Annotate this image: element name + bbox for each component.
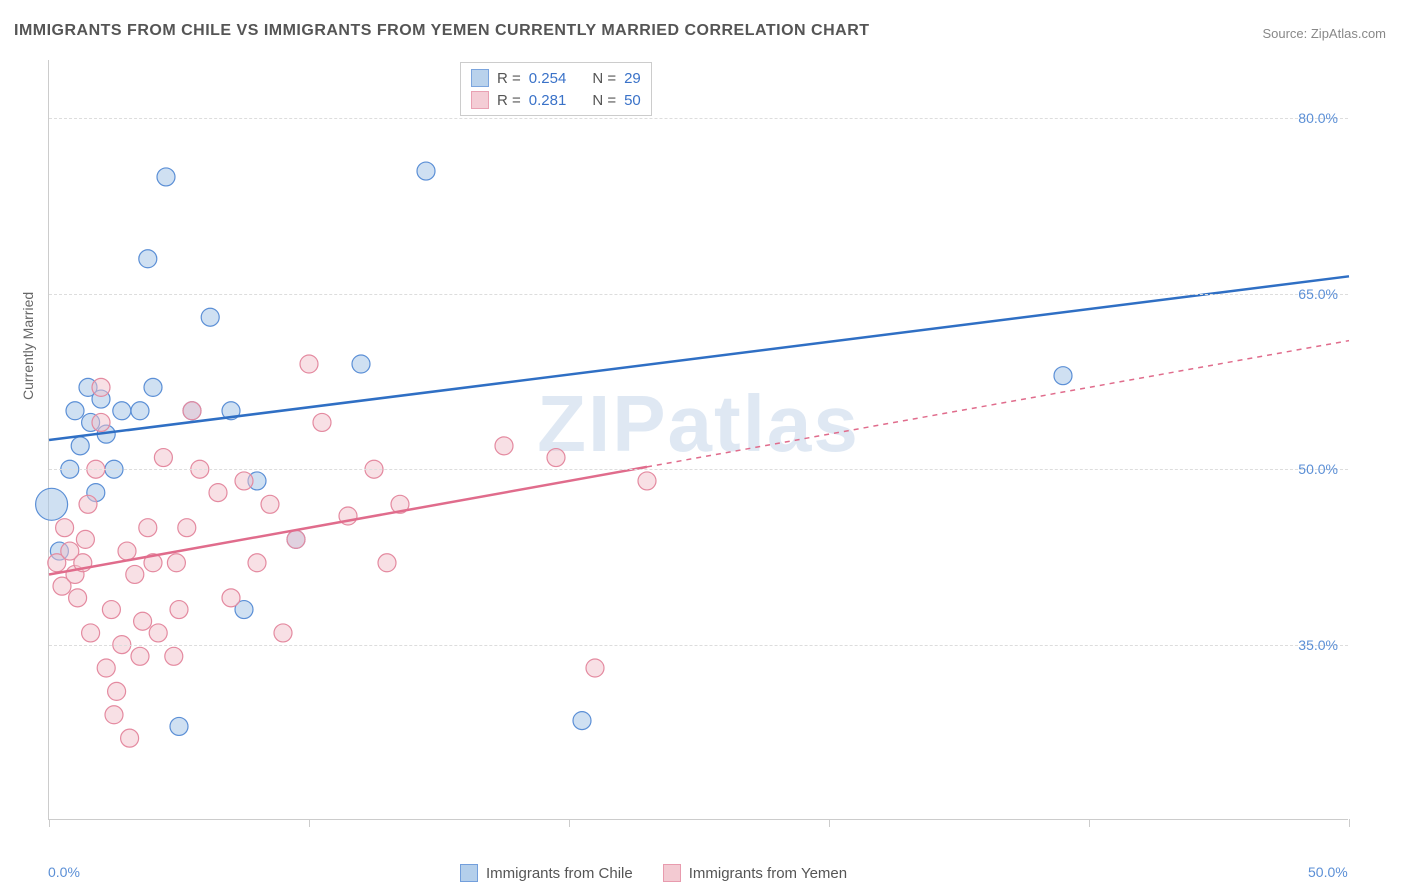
x-tick-mark (829, 819, 830, 827)
data-point (66, 402, 84, 420)
gridline (49, 469, 1348, 470)
legend-r-label: R = (497, 70, 521, 87)
data-point (165, 647, 183, 665)
x-tick-mark (569, 819, 570, 827)
data-point (36, 488, 68, 520)
trend-line (49, 467, 647, 575)
y-tick-label: 65.0% (1298, 286, 1338, 302)
x-tick-mark (1349, 819, 1350, 827)
data-point (108, 682, 126, 700)
legend-series: Immigrants from Chile Immigrants from Yem… (460, 864, 847, 882)
data-point (71, 437, 89, 455)
data-point (154, 449, 172, 467)
legend-n-value: 29 (624, 70, 641, 87)
trend-line-extrapolated (647, 341, 1349, 467)
data-point (149, 624, 167, 642)
legend-r-value: 0.254 (529, 70, 567, 87)
data-point (118, 542, 136, 560)
data-point (417, 162, 435, 180)
x-tick-label: 0.0% (48, 864, 80, 880)
data-point (121, 729, 139, 747)
chart-plot-area: ZIPatlas 35.0%50.0%65.0%80.0% (48, 60, 1348, 820)
data-point (352, 355, 370, 373)
legend-r-value: 0.281 (529, 92, 567, 109)
data-point (261, 495, 279, 513)
x-tick-mark (1089, 819, 1090, 827)
legend-swatch (471, 91, 489, 109)
data-point (79, 495, 97, 513)
data-point (209, 484, 227, 502)
data-point (76, 530, 94, 548)
legend-n-value: 50 (624, 92, 641, 109)
legend-series-item: Immigrants from Yemen (663, 864, 847, 882)
data-point (178, 519, 196, 537)
y-axis-label: Currently Married (20, 292, 36, 400)
data-point (248, 554, 266, 572)
data-point (102, 601, 120, 619)
data-point (139, 250, 157, 268)
legend-series-label: Immigrants from Yemen (689, 865, 847, 882)
legend-n-label: N = (592, 70, 616, 87)
legend-swatch (663, 864, 681, 882)
data-point (495, 437, 513, 455)
y-tick-label: 35.0% (1298, 637, 1338, 653)
legend-stat-row: R = 0.254 N = 29 (471, 67, 641, 89)
data-point (134, 612, 152, 630)
data-point (201, 308, 219, 326)
data-point (170, 717, 188, 735)
x-tick-mark (49, 819, 50, 827)
data-point (131, 402, 149, 420)
data-point (1054, 367, 1072, 385)
source-attribution: Source: ZipAtlas.com (1262, 26, 1386, 41)
legend-n-label: N = (592, 92, 616, 109)
data-point (313, 413, 331, 431)
gridline (49, 294, 1348, 295)
data-point (113, 402, 131, 420)
data-point (638, 472, 656, 490)
data-point (287, 530, 305, 548)
data-point (139, 519, 157, 537)
legend-stat-row: R = 0.281 N = 50 (471, 89, 641, 111)
data-point (573, 712, 591, 730)
data-point (131, 647, 149, 665)
data-point (126, 565, 144, 583)
data-point (547, 449, 565, 467)
legend-r-label: R = (497, 92, 521, 109)
x-tick-label: 50.0% (1308, 864, 1348, 880)
chart-title: IMMIGRANTS FROM CHILE VS IMMIGRANTS FROM… (14, 22, 870, 40)
y-tick-label: 50.0% (1298, 461, 1338, 477)
legend-stats-box: R = 0.254 N = 29 R = 0.281 N = 50 (460, 62, 652, 116)
data-point (69, 589, 87, 607)
data-point (235, 472, 253, 490)
data-point (157, 168, 175, 186)
legend-series-item: Immigrants from Chile (460, 864, 633, 882)
y-tick-label: 80.0% (1298, 110, 1338, 126)
legend-swatch (460, 864, 478, 882)
data-point (92, 413, 110, 431)
x-tick-mark (309, 819, 310, 827)
data-point (586, 659, 604, 677)
data-point (97, 659, 115, 677)
data-point (144, 378, 162, 396)
data-point (222, 589, 240, 607)
data-point (274, 624, 292, 642)
gridline (49, 645, 1348, 646)
legend-series-label: Immigrants from Chile (486, 865, 633, 882)
data-point (170, 601, 188, 619)
legend-swatch (471, 69, 489, 87)
data-point (56, 519, 74, 537)
gridline (49, 118, 1348, 119)
data-point (105, 706, 123, 724)
data-point (82, 624, 100, 642)
data-point (300, 355, 318, 373)
data-point (183, 402, 201, 420)
trend-line (49, 276, 1349, 440)
chart-svg (49, 60, 1348, 819)
data-point (92, 378, 110, 396)
data-point (167, 554, 185, 572)
data-point (378, 554, 396, 572)
